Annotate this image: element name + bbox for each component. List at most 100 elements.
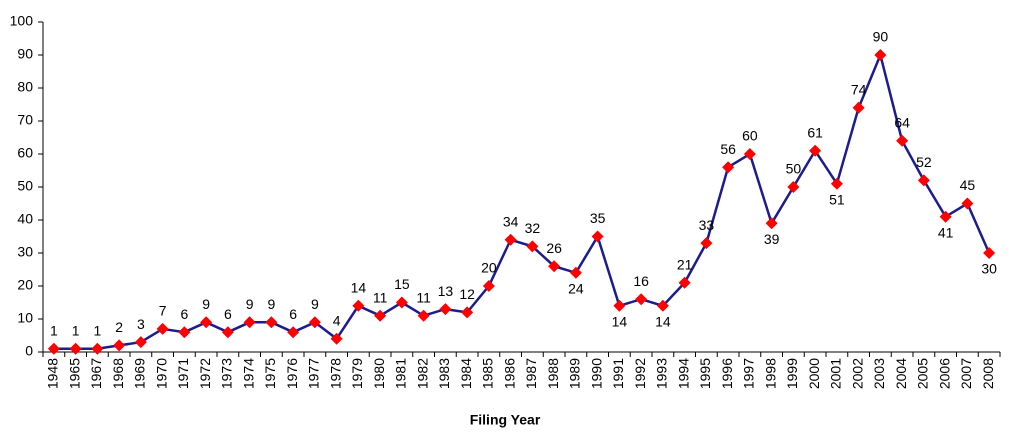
x-tick-label: 1965 (66, 358, 82, 389)
x-tick-label: 1984 (458, 358, 474, 389)
x-tick-label: 2002 (849, 358, 865, 389)
x-tick-label: 1986 (501, 358, 517, 389)
marker (591, 230, 604, 243)
data-label: 33 (699, 217, 715, 233)
marker (830, 177, 843, 190)
marker (287, 326, 300, 339)
data-label: 14 (351, 280, 367, 296)
data-label: 24 (568, 281, 584, 297)
marker (700, 237, 713, 250)
marker (439, 303, 452, 316)
x-tick-label: 1980 (371, 358, 387, 389)
x-tick-label: 1983 (436, 358, 452, 389)
marker (526, 240, 539, 253)
data-label: 14 (612, 314, 628, 330)
data-label: 39 (764, 231, 780, 247)
data-label: 1 (72, 322, 80, 338)
data-label: 56 (720, 141, 736, 157)
y-tick-label: 0 (25, 343, 33, 359)
marker (548, 260, 561, 273)
x-tick-label: 1990 (588, 358, 604, 389)
marker (961, 197, 974, 210)
data-label: 11 (416, 289, 431, 305)
marker (635, 293, 648, 306)
data-label: 12 (459, 286, 475, 302)
marker (504, 233, 517, 246)
x-tick-label: 1975 (262, 358, 278, 389)
marker (374, 309, 387, 322)
marker (461, 306, 474, 319)
x-tick-label: 1993 (654, 358, 670, 389)
marker (765, 217, 778, 230)
x-tick-label: 2000 (806, 358, 822, 389)
data-label: 35 (590, 210, 606, 226)
x-tick-label: 1976 (284, 358, 300, 389)
x-tick-label: 1967 (88, 358, 104, 389)
x-tick-label: 2001 (828, 358, 844, 389)
x-tick-label: 1997 (741, 358, 757, 389)
marker (352, 299, 365, 312)
marker (69, 342, 82, 355)
x-tick-label: 1971 (175, 358, 191, 389)
data-label: 11 (373, 289, 388, 305)
data-label: 14 (655, 314, 671, 330)
marker (178, 326, 191, 339)
data-label: 16 (633, 273, 649, 289)
x-tick-label: 2005 (915, 358, 931, 389)
y-tick-label: 90 (17, 46, 33, 62)
data-label: 20 (481, 260, 497, 276)
marker (983, 247, 996, 259)
marker (113, 339, 126, 352)
x-tick-label: 2004 (893, 358, 909, 389)
data-label: 4 (333, 313, 341, 329)
data-label: 90 (873, 29, 889, 45)
marker (613, 299, 626, 312)
marker (482, 280, 495, 292)
data-label: 9 (202, 296, 210, 312)
x-tick-label: 1987 (523, 358, 539, 389)
series-line (53, 51, 991, 350)
marker (896, 134, 909, 147)
data-label: 52 (916, 154, 932, 170)
y-tick-label: 30 (17, 244, 33, 260)
x-tick-label: 1979 (349, 358, 365, 389)
data-label: 26 (546, 240, 562, 256)
x-tick-label: 2008 (980, 358, 996, 389)
data-label: 6 (289, 306, 297, 322)
data-label: 13 (438, 283, 454, 299)
x-tick-label: 1994 (675, 358, 691, 389)
x-tick-label: 1974 (240, 358, 256, 389)
x-tick-label: 1985 (480, 358, 496, 389)
x-tick-label: 1977 (306, 358, 322, 389)
x-tick-label: 1998 (762, 358, 778, 389)
marker (134, 336, 147, 349)
marker (874, 49, 887, 61)
data-label: 34 (503, 214, 519, 230)
x-tick-label: 1978 (327, 358, 343, 389)
data-label: 15 (394, 276, 410, 292)
marker (91, 342, 104, 355)
y-tick-label: 80 (17, 79, 33, 95)
x-tick-label: 1992 (632, 358, 648, 389)
marker (221, 326, 234, 339)
x-tick-label: 1972 (197, 358, 213, 389)
data-label: 61 (807, 124, 823, 140)
data-label: 3 (137, 316, 145, 332)
marker (569, 266, 582, 279)
x-tick-label: 1981 (393, 358, 409, 389)
marker (939, 210, 952, 223)
data-label: 30 (981, 261, 997, 277)
x-tick-label: 1973 (219, 358, 235, 389)
x-tick-label: 1969 (132, 358, 148, 389)
data-label: 1 (93, 322, 101, 338)
marker (656, 299, 669, 312)
x-tick-label: 1989 (567, 358, 583, 389)
data-label: 32 (525, 220, 541, 236)
y-tick-label: 100 (10, 13, 34, 29)
marker (308, 316, 321, 329)
x-axis-title: Filing Year (470, 412, 541, 428)
marker (395, 296, 408, 309)
data-label: 74 (851, 82, 867, 98)
data-label: 6 (224, 306, 232, 322)
data-label: 6 (180, 306, 188, 322)
